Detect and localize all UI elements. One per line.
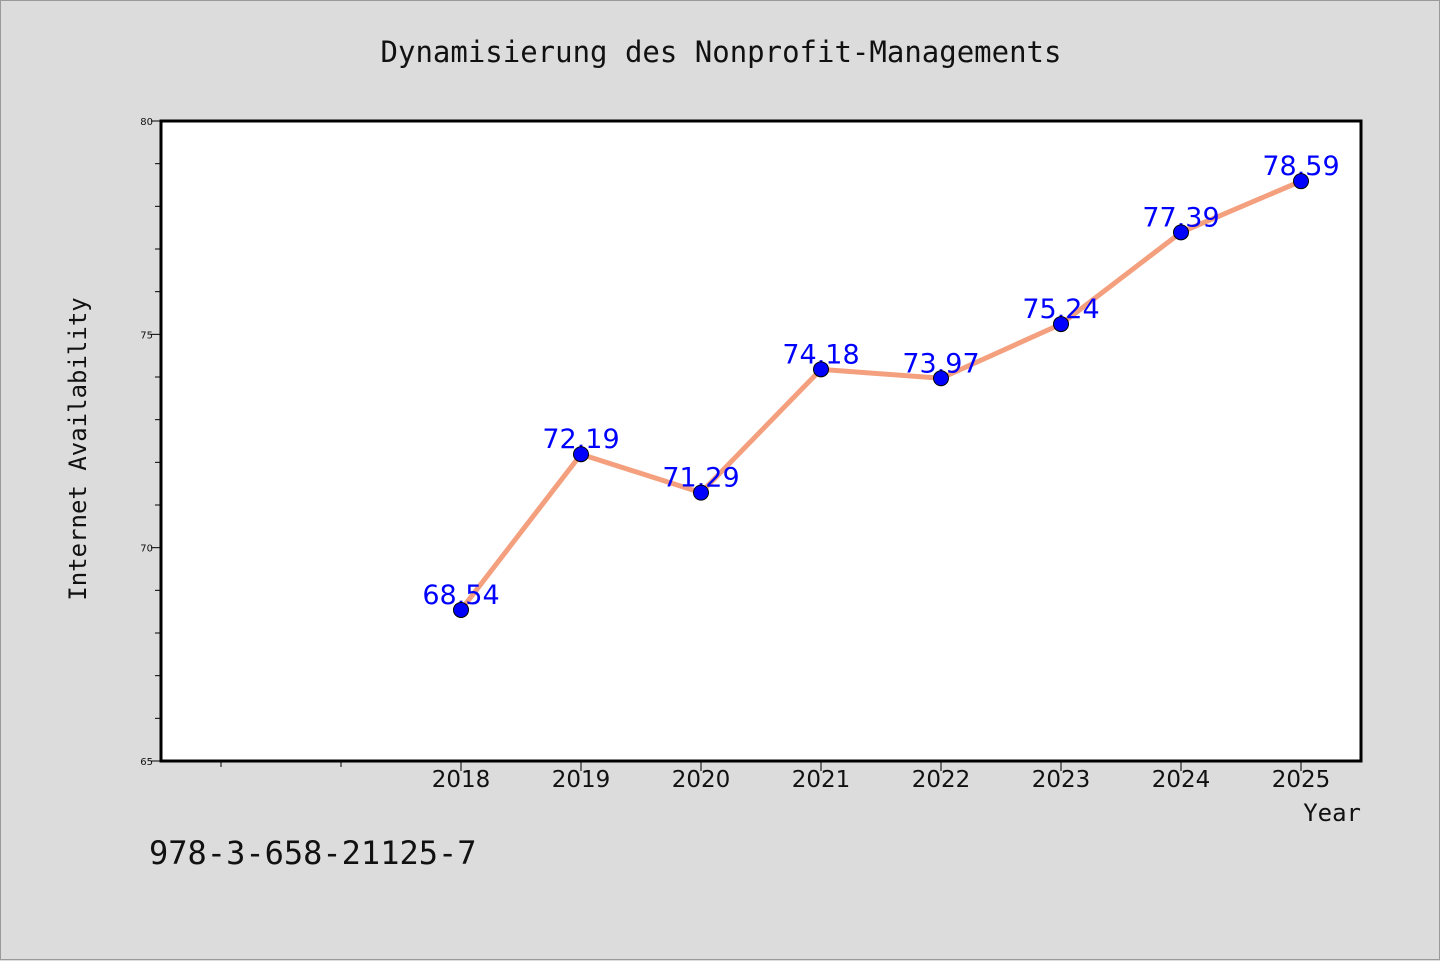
- y-tick-label: 80: [140, 117, 153, 128]
- x-tick-label: 2021: [792, 767, 851, 793]
- plot-area: [159, 119, 1363, 763]
- x-tick-label: 2020: [672, 767, 731, 793]
- data-point: [813, 361, 829, 378]
- x-tick-label: 2018: [432, 767, 491, 793]
- chart-title: Dynamisierung des Nonprofit-Managements: [380, 35, 1062, 69]
- x-axis-label: Year: [1303, 799, 1361, 827]
- x-tick-label: 2025: [1272, 767, 1331, 793]
- series-line: [458, 178, 1304, 613]
- y-axis-label: Internet Availability: [64, 297, 92, 600]
- data-point: [933, 370, 949, 387]
- data-point: [1173, 224, 1189, 241]
- y-tick-label: 65: [140, 757, 153, 768]
- y-tick-label: 70: [140, 544, 153, 555]
- data-point: [453, 601, 469, 618]
- data-point: [1053, 316, 1069, 333]
- data-point: [573, 446, 589, 463]
- x-tick-label: 2024: [1152, 767, 1211, 793]
- data-point: [693, 484, 709, 501]
- data-point: [1293, 173, 1309, 190]
- x-tick-label: 2023: [1032, 767, 1091, 793]
- y-tick-label: 75: [140, 330, 153, 341]
- x-tick-label: 2022: [912, 767, 971, 793]
- x-tick-label: 2019: [552, 767, 611, 793]
- isbn-text: 978-3-658-21125-7: [149, 834, 477, 872]
